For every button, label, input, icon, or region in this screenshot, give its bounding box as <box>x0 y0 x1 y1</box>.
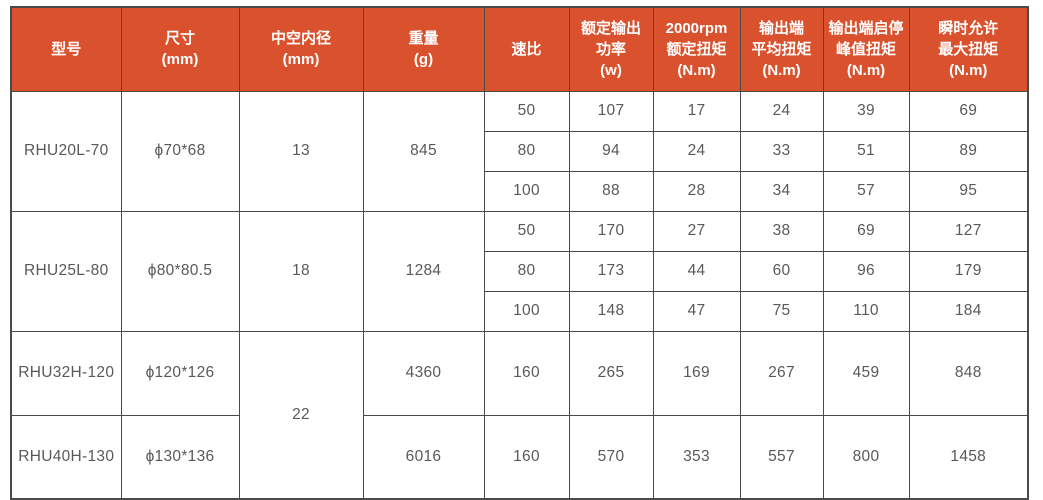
table-row: RHU25L-80 ϕ80*80.5 18 1284 50 170 27 38 69 127 <box>10 210 1029 332</box>
table-cell: 6016 <box>362 414 485 500</box>
table-cell: 570 <box>568 414 654 500</box>
spec-table-container: 型号 尺寸 (mm) 中空内径 (mm) 重量 (g) 速比 额定输出 功率 (w) 200… <box>10 6 1029 500</box>
table-cell: 69 <box>908 90 1029 132</box>
header-cell: 尺寸 (mm) <box>120 6 240 92</box>
header-cell: 输出端 平均扭矩 (N.m) <box>739 6 824 92</box>
table-cell: 267 <box>739 330 824 416</box>
table-cell: 38 <box>739 210 824 252</box>
table-cell: 127 <box>908 210 1029 252</box>
table-cell: ϕ80*80.5 <box>120 210 240 332</box>
table-cell: 60 <box>739 250 824 292</box>
table-cell: 800 <box>822 414 910 500</box>
table-cell: 459 <box>822 330 910 416</box>
table-row: 80 94 24 33 51 89 <box>11 130 1029 172</box>
table-row: 100 88 28 34 57 95 <box>11 170 1029 212</box>
table-cell: 57 <box>822 170 910 212</box>
table-cell: 179 <box>908 250 1029 292</box>
table-cell: 22 <box>238 330 364 500</box>
table-cell: 1284 <box>362 210 485 332</box>
header-row: 型号 尺寸 (mm) 中空内径 (mm) 重量 (g) 速比 额定输出 功率 (w) 200… <box>10 6 1029 92</box>
table-cell: 265 <box>568 330 654 416</box>
table-row: RHU32H-120 ϕ120*126 22 4360 160 265 169 267 459 8… <box>10 330 1029 500</box>
table-cell: 184 <box>908 290 1029 332</box>
table-cell: 24 <box>652 130 741 172</box>
table-cell: RHU20L-70 <box>10 90 122 212</box>
table-row: 80 173 44 60 96 179 <box>11 250 1029 292</box>
table-row: RHU40H-130 ϕ130*136 6016 160 570 353 557 800 145… <box>10 414 1029 500</box>
table-cell: 39 <box>822 90 910 132</box>
table-cell: ϕ120*126 <box>120 330 240 416</box>
header-cell: 输出端启停 峰值扭矩 (N.m) <box>822 6 910 92</box>
table-cell: 353 <box>652 414 741 500</box>
table-row: 100 148 47 75 110 184 <box>11 290 1029 332</box>
table-cell: 50 <box>483 210 570 252</box>
table-cell: 80 <box>483 250 570 292</box>
table-cell: 170 <box>568 210 654 252</box>
table-cell: 169 <box>652 330 741 416</box>
header-cell: 重量 (g) <box>362 6 485 92</box>
table-cell: 27 <box>652 210 741 252</box>
header-cell: 瞬时允许 最大扭矩 (N.m) <box>908 6 1029 92</box>
table-cell: 848 <box>908 330 1029 416</box>
table-cell: 148 <box>568 290 654 332</box>
table-cell: 89 <box>908 130 1029 172</box>
table-cell: 18 <box>238 210 364 332</box>
spec-table: 型号 尺寸 (mm) 中空内径 (mm) 重量 (g) 速比 额定输出 功率 (w) 200… <box>10 6 1029 500</box>
table-cell: 47 <box>652 290 741 332</box>
table-cell: 34 <box>739 170 824 212</box>
table-cell: 33 <box>739 130 824 172</box>
table-cell: ϕ130*136 <box>120 414 240 500</box>
table-cell: 110 <box>822 290 910 332</box>
table-cell: 173 <box>568 250 654 292</box>
table-cell: RHU40H-130 <box>10 414 122 500</box>
table-cell: RHU32H-120 <box>10 330 122 416</box>
table-cell: 24 <box>739 90 824 132</box>
table-cell: 88 <box>568 170 654 212</box>
table-row: RHU20L-70 ϕ70*68 13 845 50 107 17 24 39 69 <box>10 90 1029 212</box>
table-cell: 50 <box>483 90 570 132</box>
table-cell: 160 <box>483 414 570 500</box>
table-cell: 95 <box>908 170 1029 212</box>
table-cell: 557 <box>739 414 824 500</box>
header-cell: 2000rpm 额定扭矩 (N.m) <box>652 6 741 92</box>
table-cell: 845 <box>362 90 485 212</box>
table-cell: 17 <box>652 90 741 132</box>
table-cell: 96 <box>822 250 910 292</box>
table-cell: 28 <box>652 170 741 212</box>
table-cell: 107 <box>568 90 654 132</box>
table-cell: 13 <box>238 90 364 212</box>
header-cell: 速比 <box>483 6 570 92</box>
table-cell: 100 <box>483 170 570 212</box>
table-cell: 94 <box>568 130 654 172</box>
spec-table-header: 型号 尺寸 (mm) 中空内径 (mm) 重量 (g) 速比 额定输出 功率 (w) 200… <box>10 6 1029 92</box>
header-cell: 中空内径 (mm) <box>238 6 364 92</box>
table-cell: 160 <box>483 330 570 416</box>
table-cell: RHU25L-80 <box>10 210 122 332</box>
header-cell: 型号 <box>10 6 122 92</box>
spec-table-body: RHU20L-70 ϕ70*68 13 845 50 107 17 24 39 69 80 94 24 3… <box>10 90 1029 500</box>
table-cell: 69 <box>822 210 910 252</box>
table-cell: 44 <box>652 250 741 292</box>
table-cell: 80 <box>483 130 570 172</box>
header-cell: 额定输出 功率 (w) <box>568 6 654 92</box>
table-cell: 100 <box>483 290 570 332</box>
table-cell: 1458 <box>908 414 1029 500</box>
table-cell: ϕ70*68 <box>120 90 240 212</box>
table-cell: 75 <box>739 290 824 332</box>
table-cell: 4360 <box>362 330 485 416</box>
table-cell: 51 <box>822 130 910 172</box>
